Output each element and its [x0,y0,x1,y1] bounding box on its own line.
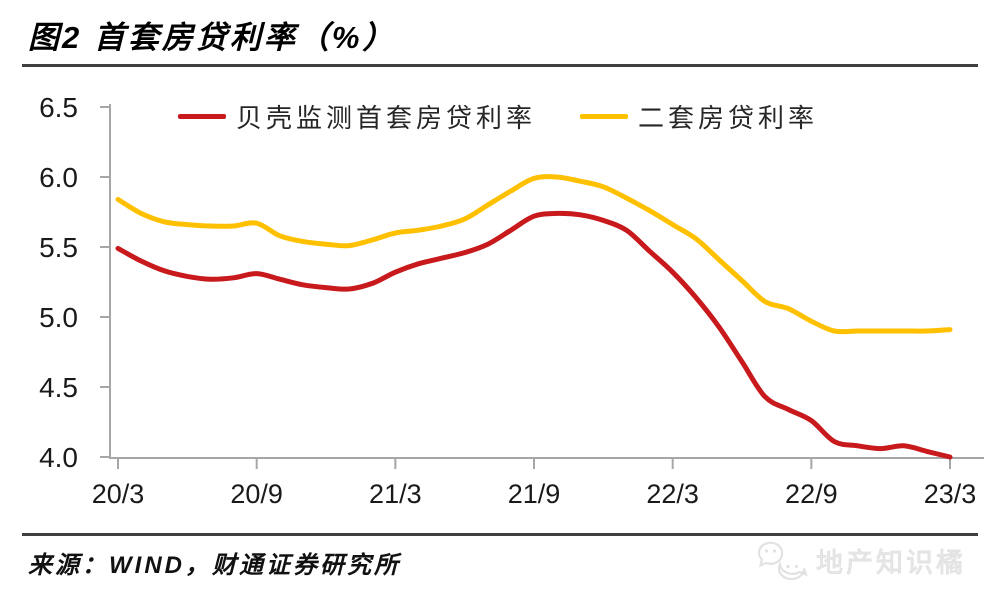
x-tick-label: 23/3 [924,479,977,509]
y-tick-label: 4.0 [39,442,78,473]
series-line-second-home [115,174,953,335]
y-tick-label: 6.0 [39,162,78,193]
x-tick-label: 21/9 [508,479,561,509]
footer-divider [22,533,978,536]
x-tick-label: 22/3 [646,479,699,509]
second-home-line-swatch-icon [580,114,629,119]
x-tick-label: 20/9 [230,479,283,509]
y-tick-label: 6.5 [39,92,78,123]
watermark-label: 地产知识橘 [816,547,966,578]
legend-item-first-home: 贝壳监测首套房贷利率 [178,98,536,135]
x-tick-label: 20/3 [92,479,145,509]
y-tick-label: 5.5 [39,232,78,263]
wechat-icon [758,541,808,580]
x-tick-label: 22/9 [785,479,838,509]
x-tick-label: 21/3 [369,479,422,509]
source-caption: 来源：WIND，财通证券研究所 [28,552,401,579]
series-line-first-home [115,210,953,460]
chart-legend: 贝壳监测首套房贷利率 二套房贷利率 [178,98,818,135]
axis-line [109,104,984,459]
legend-label-first-home: 贝壳监测首套房贷利率 [236,103,537,133]
title-divider [22,64,978,67]
first-home-line-swatch-icon [178,114,226,119]
y-tick-label: 5.0 [39,302,78,333]
legend-item-second-home: 二套房贷利率 [580,98,818,135]
y-tick-label: 4.5 [39,372,78,403]
watermark: 地产知识橘 [758,540,966,580]
legend-label-second-home: 二套房贷利率 [638,103,819,133]
page-title: 图2 首套房贷利率（%） [28,20,397,55]
